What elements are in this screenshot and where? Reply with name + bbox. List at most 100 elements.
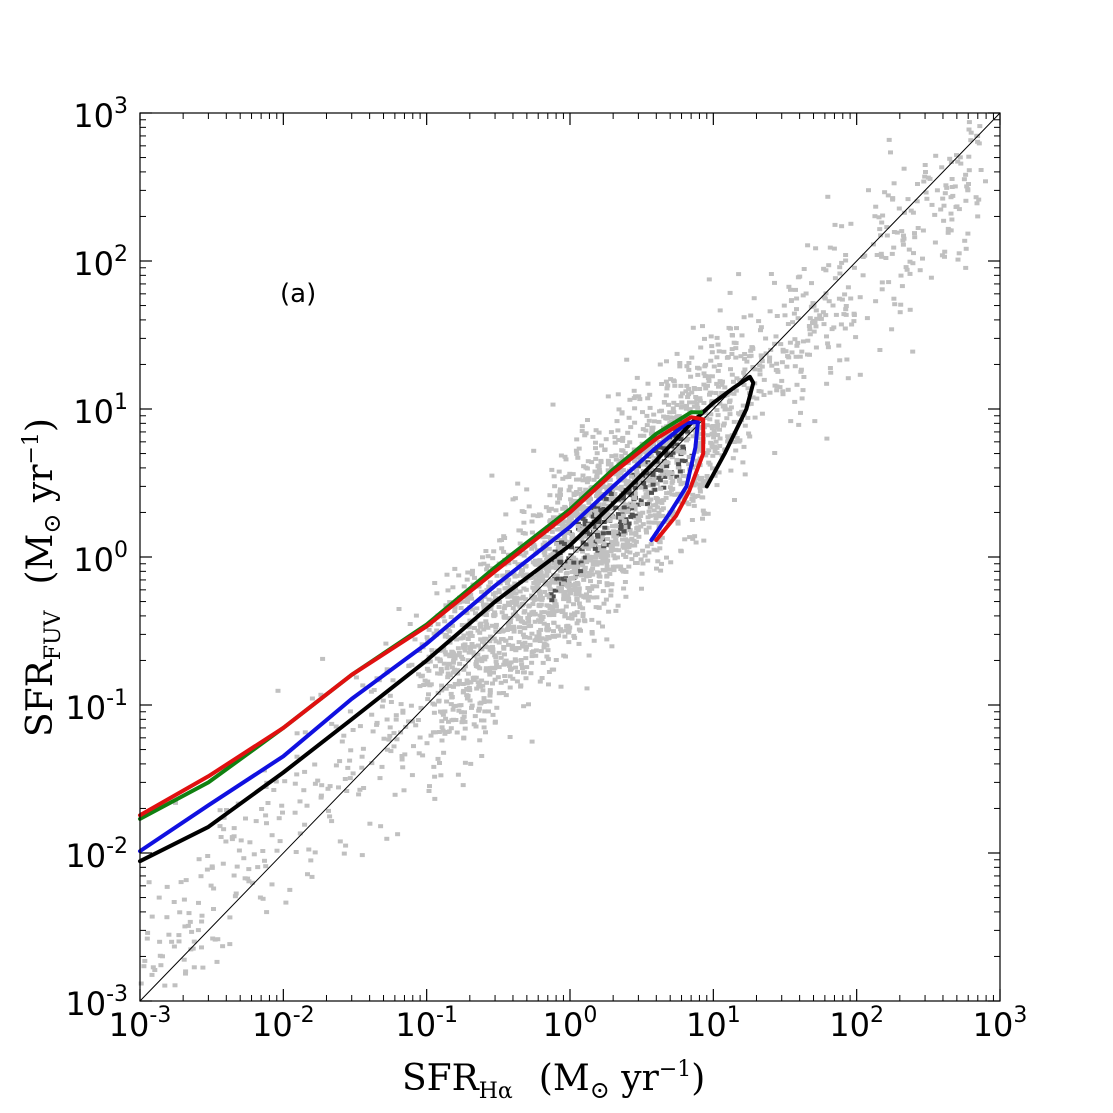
x-tick-label-4: 101 <box>686 1003 741 1044</box>
cloud-cell <box>451 670 456 675</box>
cloud-cell <box>616 438 622 442</box>
cloud-cell <box>490 598 496 603</box>
cloud-cell <box>585 598 591 603</box>
cloud-cell <box>538 561 544 566</box>
cloud-cell <box>227 915 233 920</box>
cloud-cell <box>884 233 890 238</box>
cloud-cell <box>474 657 480 662</box>
cloud-cell <box>829 327 835 332</box>
cloud-cell <box>747 434 753 439</box>
cloud-cell <box>595 537 601 542</box>
cloud-cell <box>809 281 814 286</box>
cloud-cell <box>474 686 480 691</box>
cloud-cell <box>655 468 661 472</box>
cloud-cell <box>462 726 468 731</box>
cloud-cell <box>785 387 791 392</box>
cloud-cell <box>656 440 662 444</box>
cloud-cell <box>150 965 156 970</box>
cloud-cell <box>505 594 511 599</box>
cloud-cell <box>644 413 650 418</box>
cloud-cell <box>552 634 557 639</box>
cloud-cell <box>546 670 552 674</box>
cloud-cell <box>730 456 736 461</box>
cloud-cell <box>575 582 581 587</box>
series-line-1 <box>138 419 700 854</box>
cloud-cell <box>899 229 905 234</box>
cloud-cell <box>540 660 546 665</box>
panel-label: (a) <box>280 279 316 309</box>
cloud-cell <box>530 513 536 518</box>
cloud-cell <box>562 535 568 540</box>
cloud-cell <box>683 406 689 411</box>
cloud-cell <box>805 338 811 343</box>
cloud-cell <box>512 646 517 651</box>
cloud-cell <box>444 699 450 704</box>
cloud-cell <box>586 554 592 559</box>
cloud-cell <box>215 937 221 942</box>
cloud-cell <box>391 731 397 736</box>
cloud-cell <box>725 355 731 359</box>
cloud-cell <box>664 433 670 438</box>
x-tick-label-6: 103 <box>973 1003 1028 1044</box>
cloud-cell <box>626 545 632 550</box>
cloud-cell <box>782 313 788 318</box>
cloud-cell <box>469 705 474 710</box>
cloud-cell <box>941 203 947 208</box>
cloud-cell <box>632 420 638 425</box>
cloud-cell <box>681 446 686 451</box>
cloud-cell <box>573 510 579 515</box>
cloud-cell <box>565 580 571 585</box>
cloud-cell <box>433 664 438 669</box>
cloud-cell <box>471 722 477 727</box>
cloud-cell <box>452 653 458 658</box>
cloud-cell <box>848 296 854 301</box>
cloud-cell <box>555 547 561 552</box>
cloud-cell <box>537 558 543 563</box>
cloud-cell <box>309 696 315 701</box>
cloud-cell <box>574 437 580 442</box>
cloud-cell <box>387 733 393 738</box>
cloud-cell <box>569 501 574 506</box>
cloud-cell <box>212 937 218 942</box>
cloud-cell <box>390 678 396 683</box>
cloud-cell <box>828 370 834 375</box>
cloud-cell <box>571 583 577 588</box>
cloud-cell <box>584 480 590 485</box>
cloud-cell <box>725 439 731 444</box>
cloud-cell <box>713 391 719 395</box>
cloud-cell <box>722 406 728 411</box>
x-axis-label-units-close: ) <box>691 1058 705 1099</box>
cloud-cell <box>665 472 671 477</box>
cloud-cell <box>558 487 563 492</box>
cloud-cell <box>604 637 610 642</box>
cloud-cell <box>441 661 447 666</box>
cloud-cell <box>461 599 467 604</box>
cloud-cell <box>529 654 535 659</box>
cloud-cell <box>651 478 657 482</box>
cloud-cell <box>717 427 722 432</box>
cloud-cell <box>452 656 458 661</box>
cloud-cell <box>236 848 242 853</box>
cloud-cell <box>605 394 611 399</box>
cloud-cell <box>399 757 405 762</box>
cloud-cell <box>810 301 816 306</box>
cloud-cell <box>687 400 692 405</box>
cloud-cell <box>546 613 552 618</box>
cloud-cell <box>824 436 830 441</box>
cloud-cell <box>577 527 583 532</box>
cloud-cell <box>199 945 204 950</box>
cloud-cell <box>772 280 777 285</box>
cloud-cell <box>271 788 277 792</box>
cloud-cell <box>648 497 654 502</box>
cloud-cell <box>490 592 496 597</box>
cloud-cell <box>667 410 673 415</box>
cloud-cell <box>529 519 535 524</box>
cloud-cell <box>567 625 573 630</box>
cloud-cell <box>489 665 495 670</box>
cloud-cell <box>714 419 720 424</box>
cloud-cell <box>506 600 511 605</box>
cloud-cell <box>537 613 543 618</box>
cloud-cell <box>737 377 743 382</box>
cloud-cell <box>465 631 471 636</box>
cloud-cell <box>246 879 252 884</box>
